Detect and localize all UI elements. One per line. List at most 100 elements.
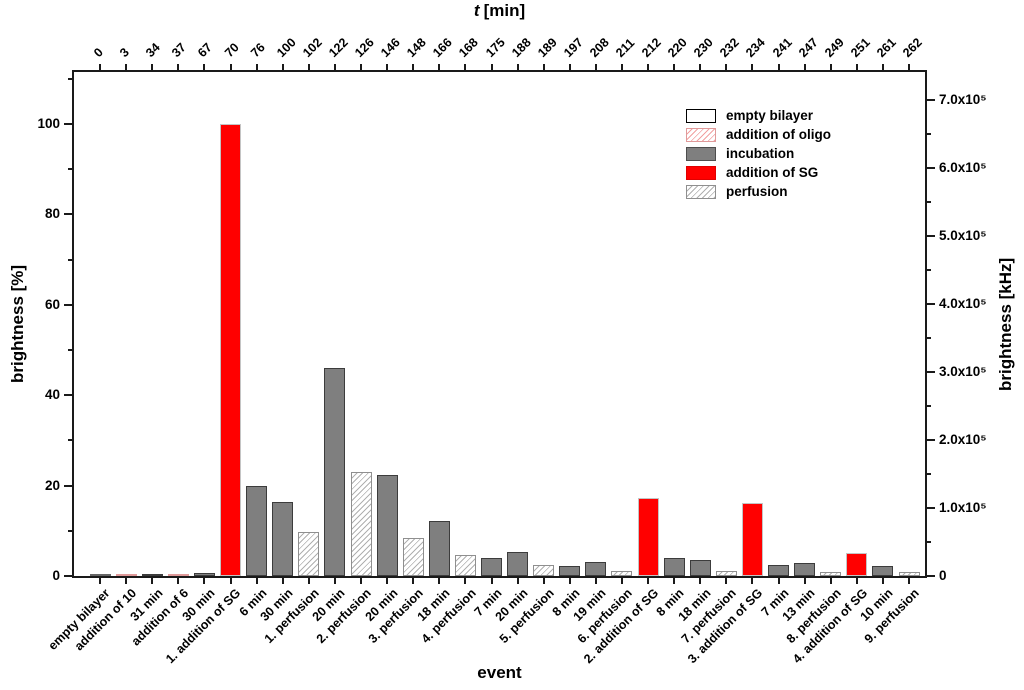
right-tick-label: 4.0x10⁵ <box>939 296 987 311</box>
bar-3-incubation <box>141 573 163 576</box>
top-axis-tick <box>229 64 232 70</box>
bars-layer <box>74 72 925 576</box>
bar-19-incubation <box>559 565 581 576</box>
bar-31-incubation <box>872 566 894 576</box>
bottom-axis-title: event <box>477 663 522 682</box>
legend-label-empty: empty bilayer <box>726 108 814 123</box>
bottom-axis-tick <box>829 578 832 584</box>
bottom-axis-tick <box>542 578 545 584</box>
left-tick-label: 100 <box>37 116 60 131</box>
top-tick-label: 146 <box>378 35 403 60</box>
bar-10-incubation <box>324 368 346 576</box>
legend-row-empty: empty bilayer <box>686 106 831 125</box>
top-tick-label: 220 <box>665 35 690 60</box>
sg-swatch <box>686 165 716 180</box>
bar-25-perfusion <box>715 570 737 576</box>
top-axis-tick <box>881 64 884 70</box>
bottom-axis-tick <box>125 578 128 584</box>
top-tick-label: 232 <box>717 35 743 60</box>
right-axis-minor-tick <box>927 405 931 407</box>
bottom-axis-tick <box>777 578 780 584</box>
right-axis-minor-tick <box>927 269 931 271</box>
top-axis-tick <box>855 64 858 70</box>
left-axis-minor-tick <box>68 439 72 442</box>
top-axis-tick <box>255 64 258 70</box>
left-tick-label: 0 <box>52 568 60 583</box>
top-axis-tick <box>542 64 545 70</box>
bottom-axis-tick <box>490 578 493 584</box>
bottom-axis-tick <box>594 578 597 584</box>
bottom-axis-tick <box>229 578 232 584</box>
bar-13-perfusion <box>402 538 424 576</box>
left-axis-minor-tick <box>68 77 72 80</box>
top-axis-tick <box>490 64 493 70</box>
top-axis-tick <box>803 64 806 70</box>
left-axis-tick <box>64 213 72 216</box>
incubation-swatch <box>686 146 716 161</box>
right-tick-label: 2.0x10⁵ <box>939 432 987 447</box>
bottom-axis-tick <box>647 578 649 584</box>
bar-4-oligo <box>167 574 189 576</box>
bar-29-perfusion <box>820 571 842 576</box>
top-tick-label: 249 <box>821 35 847 60</box>
legend-label-sg: addition of SG <box>726 165 819 180</box>
left-axis-minor-tick <box>68 349 72 351</box>
top-axis-tick <box>594 64 597 70</box>
top-axis-tick <box>464 64 467 70</box>
bottom-axis-tick <box>516 578 519 584</box>
legend-row-oligo: addition of oligo <box>686 125 831 144</box>
top-axis-tick <box>412 64 415 70</box>
top-tick-label: 175 <box>482 35 508 60</box>
top-tick-label: 230 <box>691 35 716 60</box>
bottom-axis-tick <box>438 578 441 584</box>
top-axis-tick <box>777 64 780 70</box>
top-tick-label: 122 <box>325 35 351 60</box>
top-axis-title-unit: [min] <box>483 1 526 20</box>
bottom-axis-tick <box>307 578 310 584</box>
bar-18-perfusion <box>533 565 555 576</box>
top-tick-label: 34 <box>143 40 164 60</box>
legend-row-sg: addition of SG <box>686 163 831 182</box>
top-tick-label: 3 <box>117 45 133 60</box>
bottom-axis-tick <box>333 578 336 584</box>
bar-23-incubation <box>663 558 685 576</box>
top-axis-tick <box>281 64 284 70</box>
bottom-axis-tick <box>699 578 702 584</box>
top-axis-tick <box>125 64 128 70</box>
plot-area <box>72 70 927 578</box>
bottom-axis-tick <box>151 578 154 584</box>
bar-24-incubation <box>689 559 711 576</box>
bar-5-incubation <box>193 573 215 576</box>
left-axis-tick <box>64 575 72 577</box>
left-axis-tick <box>64 123 72 125</box>
right-axis-tick <box>927 99 935 101</box>
bar-12-incubation <box>376 474 398 576</box>
top-axis-tick <box>151 64 154 70</box>
right-tick-label: 6.0x10⁵ <box>939 160 987 175</box>
top-axis-tick <box>333 64 336 70</box>
top-tick-label: 189 <box>534 35 560 60</box>
right-axis-tick <box>927 303 935 305</box>
top-tick-label: 212 <box>639 35 664 60</box>
top-axis-tick <box>307 64 310 70</box>
bar-11-perfusion <box>350 471 372 576</box>
top-axis-tick <box>177 64 180 70</box>
bar-16-incubation <box>481 557 502 576</box>
bottom-axis-tick <box>281 578 284 584</box>
right-tick-label: 3.0x10⁵ <box>939 364 987 379</box>
right-axis-tick <box>927 167 935 169</box>
top-tick-label: 251 <box>847 35 873 60</box>
top-tick-label: 67 <box>195 40 216 60</box>
legend-row-incubation: incubation <box>686 144 831 163</box>
left-axis-tick <box>64 394 72 397</box>
top-tick-label: 208 <box>586 35 612 60</box>
top-tick-label: 148 <box>404 35 429 60</box>
right-axis-tick <box>927 371 935 373</box>
top-axis-tick <box>647 64 649 70</box>
legend-label-oligo: addition of oligo <box>726 127 831 142</box>
top-tick-label: 262 <box>900 35 925 60</box>
top-axis-tick <box>908 64 910 70</box>
top-axis-tick <box>203 64 206 70</box>
top-tick-label: 241 <box>769 35 795 60</box>
left-axis-title: brightness [%] <box>8 264 27 384</box>
